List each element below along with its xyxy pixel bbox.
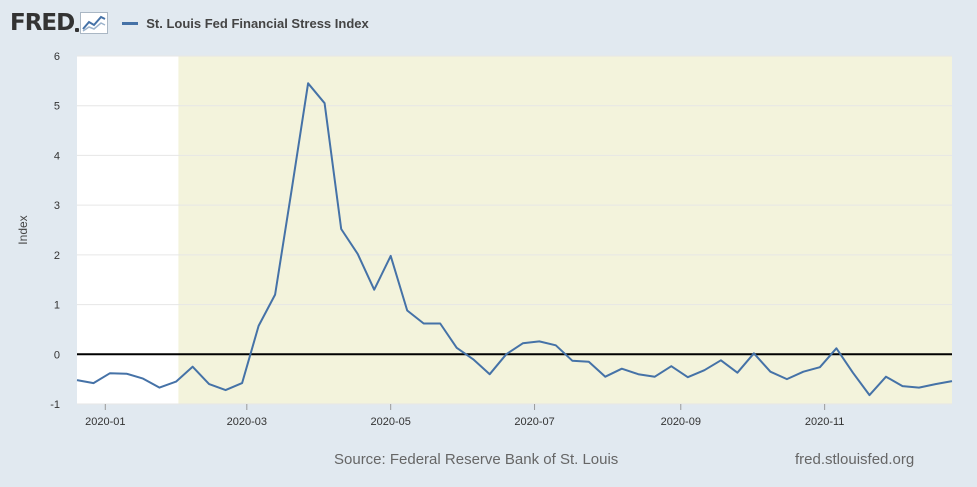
- logo-dot: [75, 28, 80, 32]
- y-tick-label: 6: [54, 51, 60, 63]
- data-point: [141, 376, 146, 381]
- fred-logo[interactable]: FRED: [10, 10, 109, 36]
- data-point: [619, 366, 624, 371]
- data-point: [685, 375, 690, 380]
- x-tick-label: 2020-01: [85, 416, 125, 428]
- data-point: [223, 388, 228, 393]
- data-point: [784, 377, 789, 382]
- data-point: [553, 343, 558, 348]
- data-point: [636, 372, 641, 377]
- data-point: [718, 358, 723, 363]
- data-point: [801, 369, 806, 374]
- data-point: [702, 368, 707, 373]
- data-point: [735, 370, 740, 375]
- data-point: [916, 385, 921, 390]
- site-link[interactable]: fred.stlouisfed.org: [795, 451, 915, 468]
- data-point: [537, 339, 542, 344]
- y-tick-label: 3: [54, 200, 60, 212]
- chart-legend[interactable]: St. Louis Fed Financial Stress Index: [122, 16, 369, 31]
- data-point: [405, 308, 410, 313]
- data-point: [867, 393, 872, 398]
- data-point: [586, 359, 591, 364]
- x-tick-label: 2020-11: [805, 416, 845, 428]
- data-point: [603, 374, 608, 379]
- x-tick-label: 2020-05: [370, 416, 410, 428]
- y-tick-label: 1: [54, 300, 60, 312]
- data-point: [454, 345, 459, 350]
- data-point: [256, 323, 261, 328]
- data-point: [652, 374, 657, 379]
- data-point: [504, 352, 509, 357]
- data-point: [950, 379, 955, 384]
- data-point: [933, 382, 938, 387]
- data-point: [438, 321, 443, 326]
- data-point: [339, 227, 344, 232]
- y-tick-label: -1: [50, 399, 60, 411]
- chart-line-icon: [80, 12, 109, 34]
- recession-shading: [178, 56, 952, 404]
- legend-label: St. Louis Fed Financial Stress Index: [146, 15, 369, 31]
- data-point: [240, 381, 245, 386]
- chart-header: FRED St. Louis Fed Financial Stress Inde…: [10, 8, 369, 38]
- x-tick-label: 2020-03: [227, 416, 267, 428]
- data-point: [355, 251, 360, 256]
- data-point: [75, 378, 80, 383]
- data-point: [751, 351, 756, 356]
- y-tick-label: 0: [54, 349, 60, 361]
- data-point: [289, 188, 294, 193]
- y-tick-label: 5: [54, 101, 60, 113]
- data-point: [207, 382, 212, 387]
- data-point: [372, 287, 377, 292]
- data-point: [900, 384, 905, 389]
- y-tick-label: 2: [54, 250, 60, 262]
- data-point: [520, 341, 525, 346]
- data-point: [570, 358, 575, 363]
- source-credit: Source: Federal Reserve Bank of St. Loui…: [334, 451, 619, 468]
- logo-text: FRED: [10, 10, 75, 36]
- data-point: [108, 371, 113, 376]
- data-point: [471, 357, 476, 362]
- data-point: [306, 81, 311, 86]
- data-point: [421, 321, 426, 326]
- data-point: [91, 381, 96, 386]
- data-point: [487, 372, 492, 377]
- y-axis-label: Index: [16, 215, 30, 244]
- x-tick-label: 2020-07: [514, 416, 554, 428]
- data-point: [768, 369, 773, 374]
- data-point: [850, 370, 855, 375]
- data-point: [124, 371, 129, 376]
- data-point: [174, 379, 179, 384]
- data-point: [388, 253, 393, 258]
- series-line[interactable]: [76, 82, 953, 397]
- data-point: [834, 346, 839, 351]
- data-point: [322, 101, 327, 106]
- data-point: [883, 374, 888, 379]
- data-point: [157, 385, 162, 390]
- data-point: [817, 365, 822, 370]
- y-tick-label: 4: [54, 150, 60, 162]
- data-point: [190, 364, 195, 369]
- x-tick-label: 2020-09: [661, 416, 701, 428]
- legend-swatch: [122, 21, 139, 25]
- data-point: [669, 364, 674, 369]
- data-point: [273, 292, 278, 297]
